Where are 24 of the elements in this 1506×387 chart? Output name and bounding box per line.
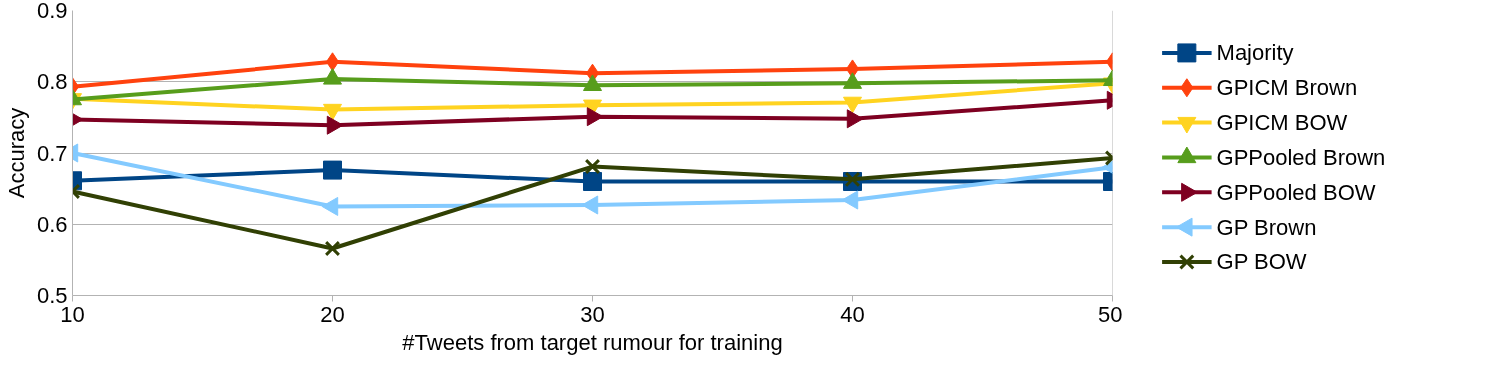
y-tick-label: 0.6 [36, 211, 68, 237]
point [324, 240, 341, 257]
y-axis-title: Accuracy [3, 107, 29, 199]
point [326, 115, 344, 135]
legend-label: GP BOW [1216, 249, 1307, 275]
y-tick-label: 0.7 [36, 140, 68, 166]
y-tick-label: 0.5 [36, 283, 68, 308]
point [841, 190, 859, 210]
legend-label: GPPooled Brown [1216, 144, 1386, 170]
point [583, 172, 602, 191]
x-tick-label: 50 [1098, 301, 1123, 327]
point [584, 158, 601, 175]
y-tick-label: 0.9 [36, 0, 68, 23]
x-axis-title: #Tweets from target rumour for training [402, 329, 783, 355]
point [323, 160, 342, 180]
legend-label: GPICM Brown [1216, 75, 1358, 101]
x-tick-label: 30 [580, 301, 605, 327]
legend-label: GP Brown [1216, 214, 1317, 240]
legend-label: Majority [1216, 40, 1294, 66]
legend-label: GPPooled BOW [1216, 179, 1376, 205]
x-tick-label: 20 [320, 301, 345, 327]
x-tick-label: 40 [840, 301, 865, 327]
y-tick-label: 0.8 [36, 69, 68, 95]
legend-label: GPICM BOW [1216, 110, 1348, 136]
